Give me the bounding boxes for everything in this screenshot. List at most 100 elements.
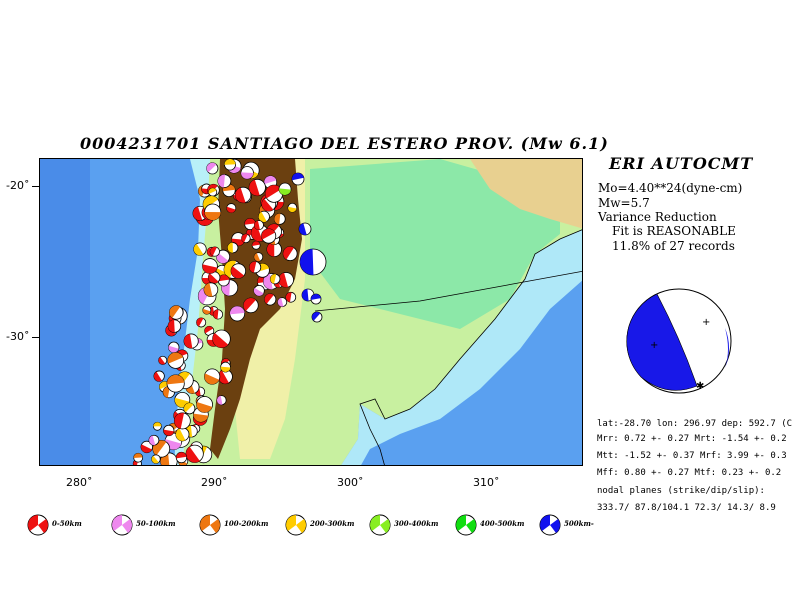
event-beachball <box>151 454 161 464</box>
event-beachball <box>204 325 215 336</box>
event-beachball <box>227 242 239 254</box>
location-text: lat:-28.70 lon: 296.97 dep: 592.7 (C <box>597 419 792 429</box>
t-axis-mark: + <box>702 317 710 328</box>
event-beachball <box>282 246 298 262</box>
legend-label: 300-400km <box>394 519 439 528</box>
depth-legend: 0-50km 50-100km 100-200km 200-300km 300-… <box>26 513 626 537</box>
event-beachball <box>234 186 252 204</box>
event-beachball <box>153 370 165 382</box>
event-beachball <box>287 202 298 213</box>
event-beachball <box>224 159 236 171</box>
y-tick <box>32 186 39 187</box>
event-beachball <box>175 427 190 442</box>
event-beachball <box>253 220 264 231</box>
fit-text: Fit is REASONABLE <box>612 224 736 238</box>
legend-item: 200-300km <box>284 513 354 537</box>
event-beachball <box>212 329 231 349</box>
great-circle-path <box>314 271 582 312</box>
legend-beachball-icon <box>27 514 49 536</box>
event-beachball <box>202 258 218 274</box>
legend-label: 400-500km <box>480 519 525 528</box>
event-beachball <box>163 424 175 437</box>
event-beachball <box>158 355 168 365</box>
x-label-290: 290˚ <box>201 476 228 489</box>
event-beachball <box>185 444 204 463</box>
atlantic-coastline <box>359 229 582 465</box>
legend-item: 300-400km <box>368 513 438 537</box>
panel-heading: ERI AUTOCMT <box>609 154 754 173</box>
event-beachball <box>264 293 277 306</box>
event-beachball <box>226 203 237 214</box>
nodal-planes-values: 333.7/ 87.8/104.1 72.3/ 14.3/ 8.9 <box>597 503 776 513</box>
event-beachball <box>298 222 312 236</box>
event-beachball <box>216 395 227 406</box>
legend-label: 50-100km <box>136 519 176 528</box>
event-beachball <box>140 440 153 454</box>
event-beachball <box>166 374 185 393</box>
variance-label: Variance Reduction <box>598 210 717 224</box>
p-axis-mark: + <box>650 340 658 351</box>
event-beachball <box>217 274 230 287</box>
event-beachball <box>269 273 281 285</box>
event-beachball <box>173 412 191 430</box>
legend-beachball-icon <box>111 514 133 536</box>
moment-text: Mo=4.40**24(dyne-cm) <box>598 181 743 195</box>
legend-label: 500km- <box>564 519 594 528</box>
event-beachball <box>285 291 297 303</box>
event-beachball <box>167 352 185 369</box>
mw-text: Mw=5.7 <box>598 196 650 210</box>
event-beachball <box>251 240 261 250</box>
event-beachball <box>204 203 222 221</box>
event-beachball <box>231 232 246 247</box>
legend-item: 500km- <box>538 513 594 537</box>
legend-item: 50-100km <box>110 513 176 537</box>
event-beachball <box>204 368 221 385</box>
focal-mechanism-beachball: + + ✱ <box>626 288 732 394</box>
event-beachball <box>148 434 160 446</box>
event-beachball <box>299 248 327 276</box>
y-tick <box>32 337 39 338</box>
event-beachball <box>264 184 284 203</box>
y-label-minus30: -30˚ <box>6 330 30 343</box>
map-title: 0004231701 SANTIAGO DEL ESTERO PROV. (Mw… <box>80 134 609 153</box>
upland-region <box>470 159 582 229</box>
event-beachball <box>278 182 292 196</box>
event-beachball <box>261 228 277 244</box>
event-beachball <box>258 210 270 223</box>
event-beachball <box>193 242 207 256</box>
compressional-quadrant-left <box>626 293 698 391</box>
event-beachball <box>266 241 282 258</box>
event-beachball <box>216 249 231 264</box>
event-beachball <box>175 451 188 464</box>
deep-ocean-band <box>40 159 90 465</box>
event-beachball <box>217 174 232 188</box>
event-beachball <box>196 396 213 413</box>
event-beachball <box>183 333 199 349</box>
compressional-quadrant-right <box>725 328 729 368</box>
event-beachball <box>220 361 231 373</box>
event-beachball <box>278 272 294 288</box>
event-beachball <box>152 421 162 431</box>
legend-beachball-icon <box>369 514 391 536</box>
event-beachball <box>168 341 180 353</box>
event-beachball <box>133 452 144 463</box>
event-beachball <box>183 402 196 415</box>
event-beachball <box>212 309 224 320</box>
event-beachball <box>253 284 265 297</box>
event-beachball <box>277 297 288 308</box>
legend-label: 0-50km <box>52 519 82 528</box>
event-beachball <box>311 311 323 323</box>
event-beachball <box>230 263 247 279</box>
event-beachball <box>209 246 220 257</box>
null-axis-mark: ✱ <box>696 381 704 392</box>
legend-beachball-icon <box>199 514 221 536</box>
records-text: 11.8% of 27 records <box>612 239 735 253</box>
legend-item: 400-500km <box>454 513 524 537</box>
event-beachball <box>193 406 209 423</box>
y-label-minus20: -20˚ <box>6 179 30 192</box>
event-beachball <box>243 297 259 314</box>
event-beachball <box>168 305 184 320</box>
event-beachball <box>229 305 246 322</box>
event-beachball <box>310 293 322 305</box>
map <box>39 158 583 466</box>
